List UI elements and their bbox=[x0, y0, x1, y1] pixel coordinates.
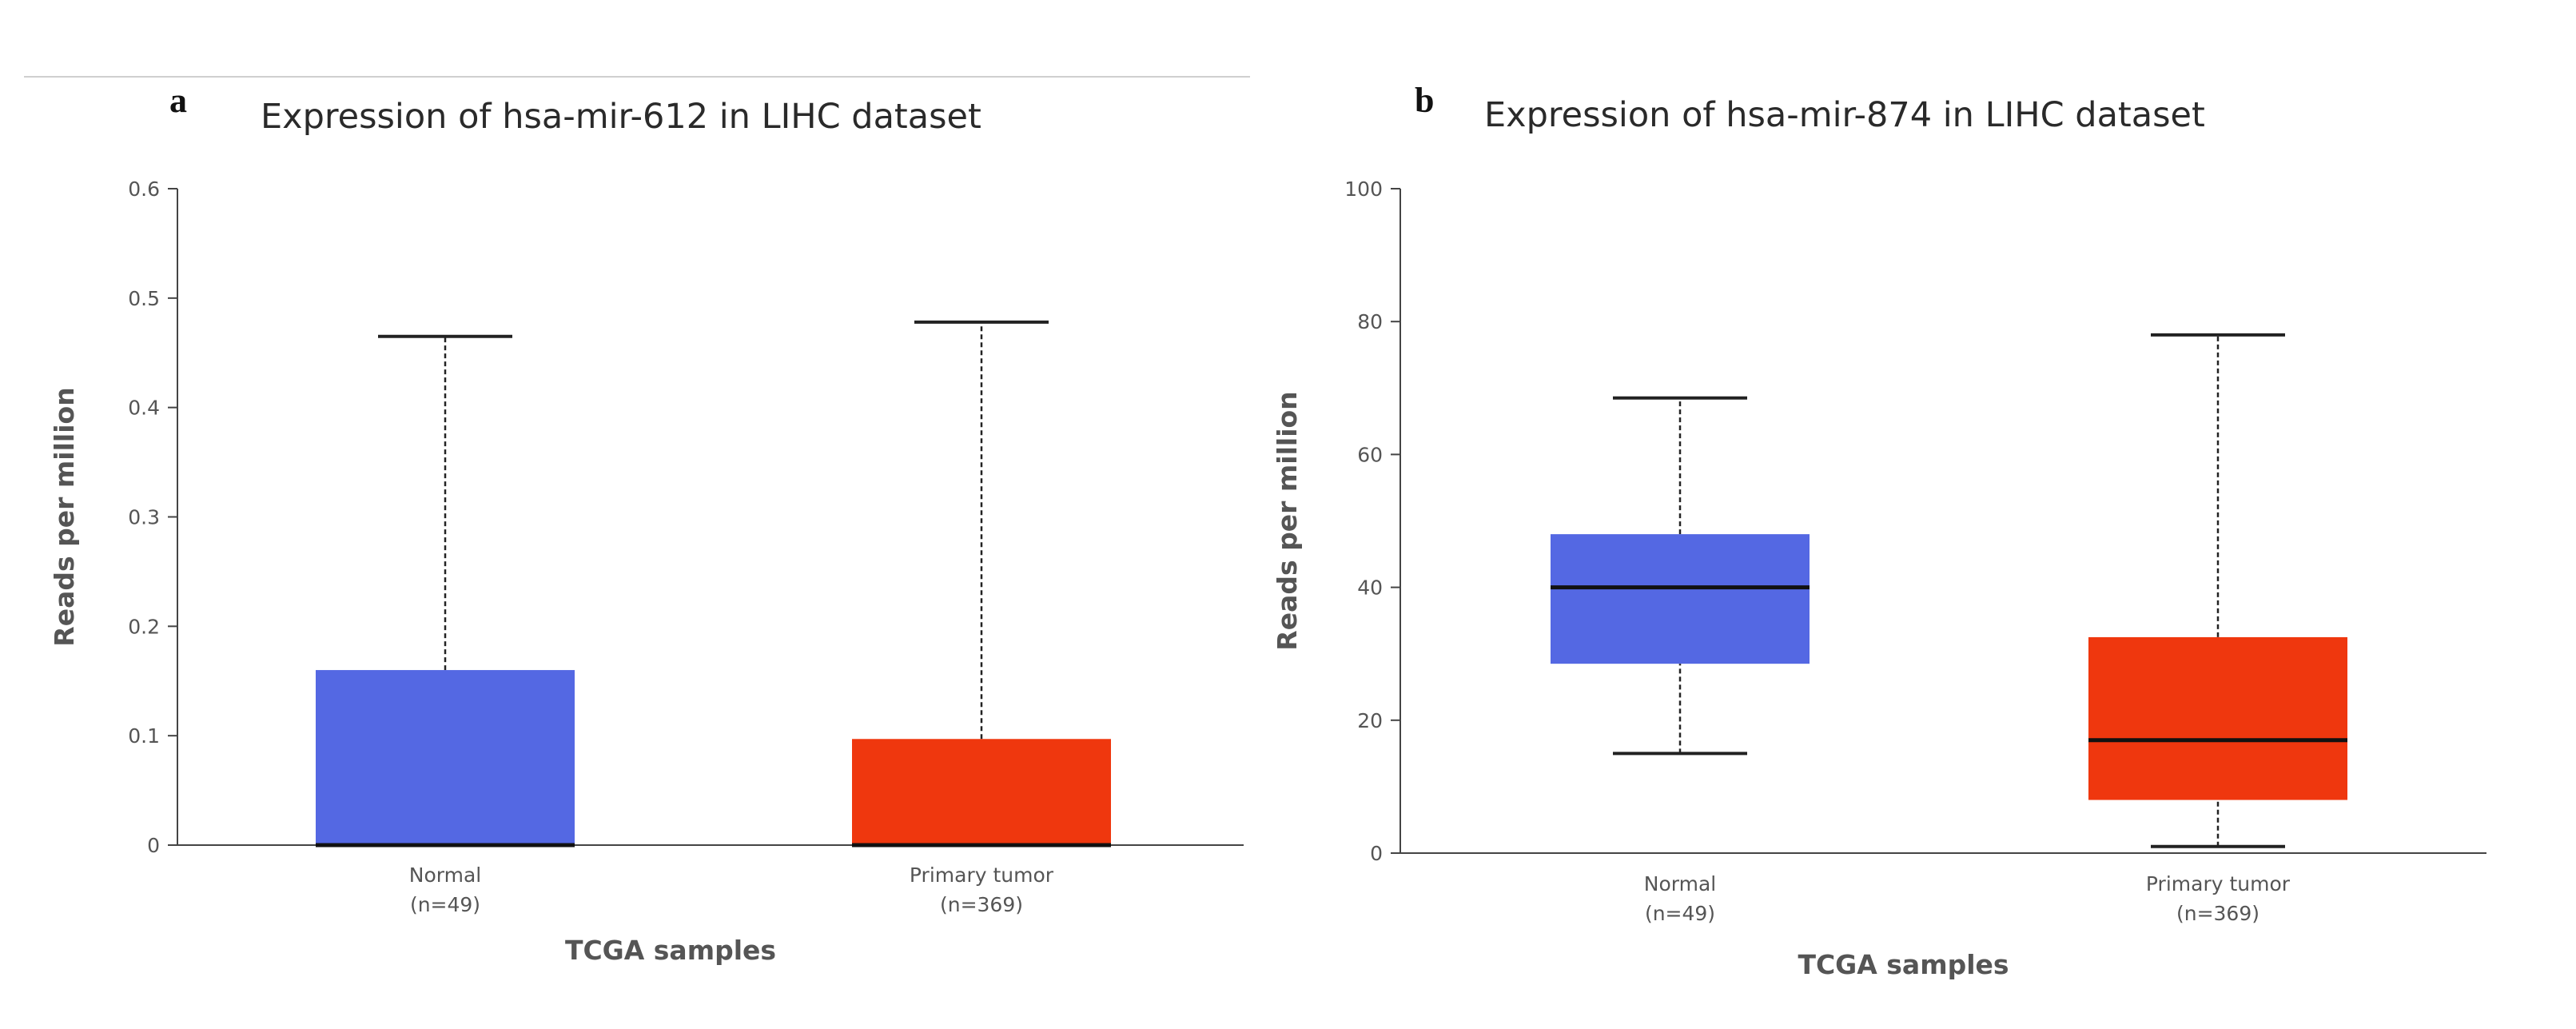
category-n-label: (n=49) bbox=[410, 893, 480, 916]
y-tick-label: 40 bbox=[1357, 576, 1383, 600]
category-label: Normal bbox=[1644, 872, 1716, 895]
y-tick-label: 0.4 bbox=[128, 397, 160, 420]
box-normal bbox=[316, 670, 575, 845]
chart-title: Expression of hsa-mir-612 in LIHC datase… bbox=[261, 97, 981, 137]
box-normal bbox=[1551, 534, 1810, 664]
panel-b: b Expression of hsa-mir-874 in LIHC datas… bbox=[1272, 81, 2486, 980]
y-tick-label: 100 bbox=[1344, 177, 1383, 201]
x-axis-title: TCGA samples bbox=[565, 935, 776, 966]
category-n-label: (n=369) bbox=[940, 893, 1023, 916]
y-axis-title: Reads per million bbox=[49, 387, 80, 646]
y-tick-label: 20 bbox=[1357, 709, 1383, 732]
x-axis-title: TCGA samples bbox=[1798, 949, 2009, 980]
category-label: Normal bbox=[409, 863, 481, 887]
y-tick-label: 0 bbox=[147, 834, 160, 857]
panel-letter: b bbox=[1415, 81, 1434, 120]
y-tick-label: 0 bbox=[1370, 842, 1383, 865]
box-primary-tumor bbox=[852, 739, 1111, 845]
y-tick-label: 60 bbox=[1357, 443, 1383, 466]
y-tick-label: 0.2 bbox=[128, 615, 160, 638]
y-tick-label: 0.5 bbox=[128, 287, 160, 310]
panel-a: a Expression of hsa-mir-612 in LIHC datas… bbox=[49, 81, 1244, 966]
category-label: Primary tumor bbox=[910, 863, 1054, 887]
y-tick-label: 80 bbox=[1357, 310, 1383, 333]
box-primary-tumor bbox=[2088, 636, 2347, 800]
y-axis-title: Reads per million bbox=[1272, 391, 1303, 650]
panel-letter: a bbox=[169, 81, 187, 120]
y-tick-label: 0.3 bbox=[128, 506, 160, 529]
chart-title: Expression of hsa-mir-874 in LIHC datase… bbox=[1484, 95, 2205, 135]
y-tick-label: 0.6 bbox=[128, 177, 160, 201]
category-label: Primary tumor bbox=[2146, 872, 2291, 895]
category-n-label: (n=49) bbox=[1645, 902, 1715, 925]
y-tick-label: 0.1 bbox=[128, 724, 160, 748]
category-n-label: (n=369) bbox=[2176, 902, 2259, 925]
